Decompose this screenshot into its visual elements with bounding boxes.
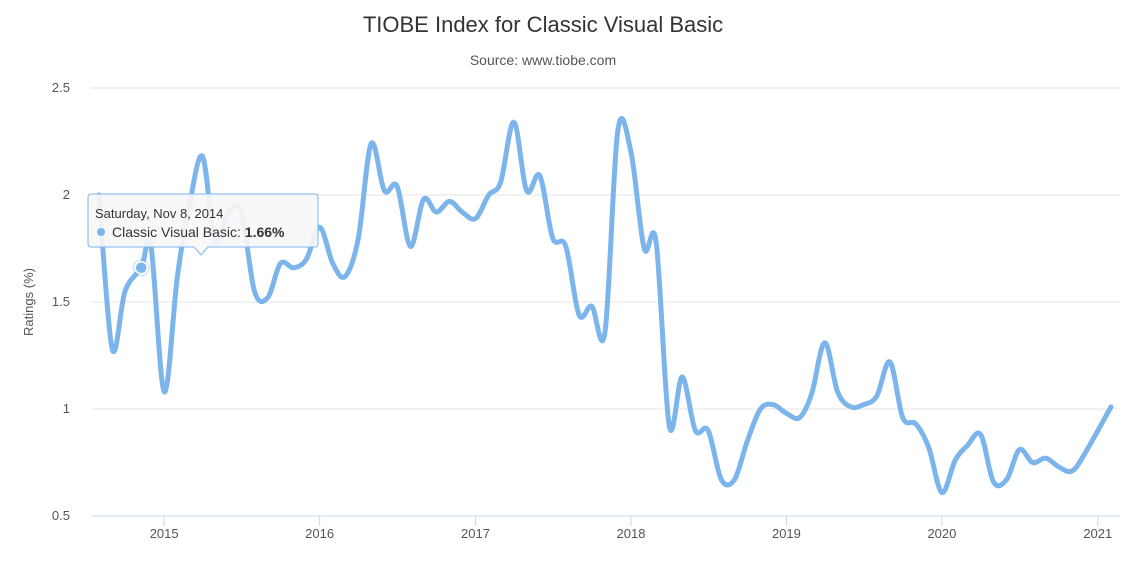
y-tick-label: 1.5 <box>52 294 70 309</box>
y-tick-label: 2.5 <box>52 80 70 95</box>
y-axis-title: Ratings (%) <box>21 268 36 336</box>
tooltip-date: Saturday, Nov 8, 2014 <box>95 206 223 221</box>
tooltip-series-dot <box>97 228 105 236</box>
x-tick-label: 2016 <box>305 526 334 541</box>
x-axis-ticks: 2015 2016 2017 2018 2019 2020 2021 <box>150 516 1112 541</box>
y-tick-label: 2 <box>63 187 70 202</box>
y-axis-ticks: 0.5 1 1.5 2 2.5 <box>52 80 70 523</box>
chart-title: TIOBE Index for Classic Visual Basic <box>363 12 723 37</box>
x-tick-label: 2017 <box>461 526 490 541</box>
y-tick-label: 1 <box>63 401 70 416</box>
tooltip-box <box>87 193 319 256</box>
data-point <box>134 261 148 275</box>
tooltip-series-name: Classic Visual Basic: <box>112 224 245 240</box>
series-layer <box>96 115 1114 496</box>
series-line <box>96 115 1114 496</box>
chart-subtitle: Source: www.tiobe.com <box>470 52 616 68</box>
x-tick-label: 2018 <box>617 526 646 541</box>
x-tick-label: 2020 <box>927 526 956 541</box>
x-tick-label: 2015 <box>150 526 179 541</box>
y-tick-label: 0.5 <box>52 508 70 523</box>
tooltip-series-line: Classic Visual Basic: 1.66% <box>112 224 285 240</box>
tooltip: Saturday, Nov 8, 2014 Classic Visual Bas… <box>87 193 319 256</box>
tooltip-value: 1.66% <box>245 224 285 240</box>
x-tick-label: 2021 <box>1083 526 1112 541</box>
x-tick-label: 2019 <box>772 526 801 541</box>
